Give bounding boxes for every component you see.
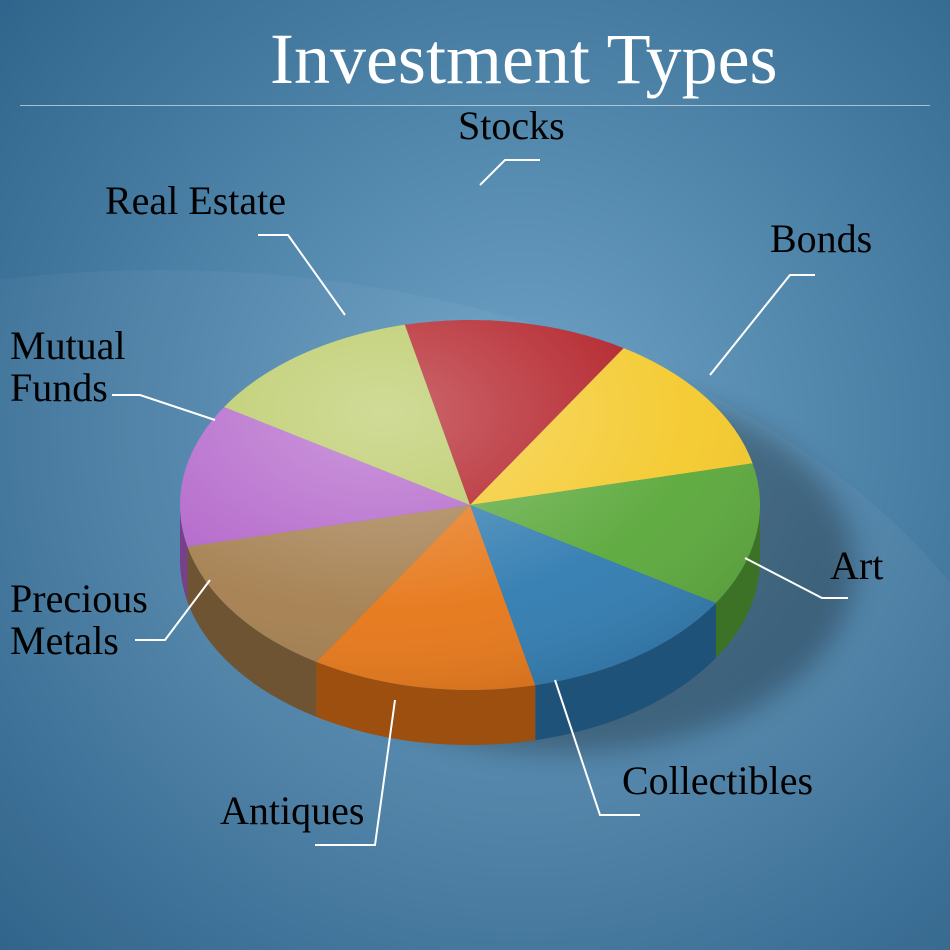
slice-label: Antiques <box>220 790 364 832</box>
slice-label: Stocks <box>458 105 565 147</box>
slice-label: Bonds <box>770 218 872 260</box>
slice-label: Real Estate <box>105 180 286 222</box>
slice-label: Mutual Funds <box>10 325 126 409</box>
leader-line <box>112 395 215 420</box>
slice-label: Precious Metals <box>10 578 148 662</box>
slice-label: Collectibles <box>622 760 813 802</box>
leader-line <box>258 235 345 315</box>
leader-line <box>480 160 540 185</box>
leader-line <box>710 275 815 375</box>
slice-label: Art <box>830 545 883 587</box>
infographic-root: Investment Types StocksBondsArtCollectib… <box>0 0 950 950</box>
